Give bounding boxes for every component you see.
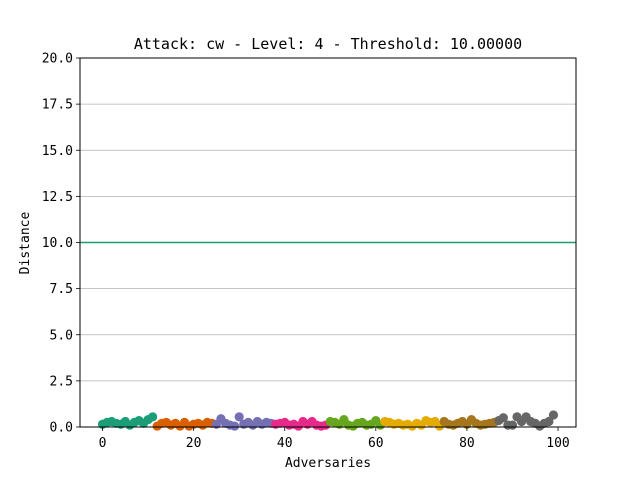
y-tick-label: 12.5 (42, 190, 73, 205)
x-axis-label: Adversaries (285, 456, 371, 471)
data-point (544, 416, 554, 427)
x-axis-ticks: 0 20 40 60 80 100 (99, 427, 570, 451)
y-tick-label: 10.0 (42, 236, 73, 251)
y-tick-label: 0.0 (50, 421, 73, 436)
data-point (234, 412, 244, 422)
y-axis-label: Distance (18, 212, 33, 275)
x-tick-label: 0 (99, 436, 107, 451)
y-tick-label: 5.0 (50, 328, 73, 343)
y-tick-label: 2.5 (50, 374, 73, 389)
data-point (507, 420, 518, 430)
x-tick-label: 60 (368, 436, 384, 451)
y-tick-label: 20.0 (42, 52, 73, 67)
y-tick-label: 15.0 (42, 144, 73, 159)
x-tick-label: 40 (277, 436, 293, 451)
x-tick-label: 80 (459, 436, 475, 451)
y-axis-ticks: 0.0 2.5 5.0 7.5 10.0 12.5 15.0 17.5 20.0 (42, 52, 80, 436)
plot-frame (79, 57, 577, 428)
data-point (548, 410, 559, 420)
chart-title: Attack: cw - Level: 4 - Threshold: 10.00… (134, 35, 522, 53)
y-tick-label: 7.5 (50, 282, 73, 297)
data-point (230, 421, 240, 431)
x-tick-label: 20 (186, 436, 202, 451)
y-tick-label: 17.5 (42, 98, 73, 113)
x-tick-label: 100 (546, 436, 569, 451)
data-point (498, 413, 508, 423)
data-point (148, 412, 158, 422)
